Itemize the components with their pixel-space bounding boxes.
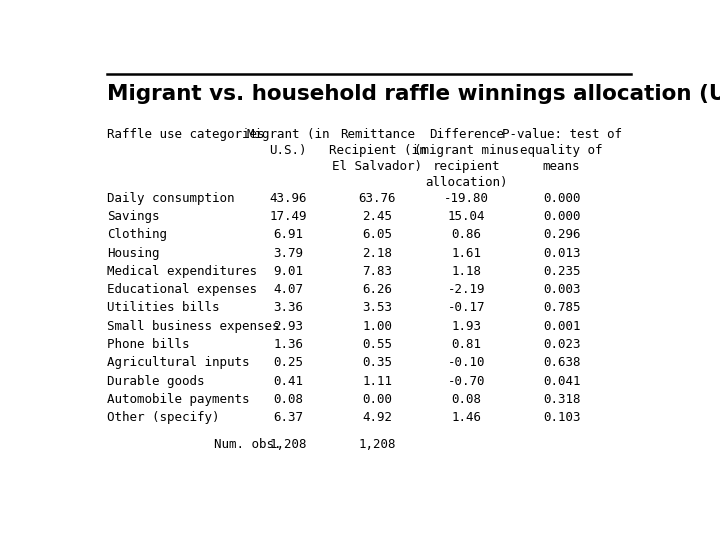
Text: 7.83: 7.83: [362, 265, 392, 278]
Text: 0.00: 0.00: [362, 393, 392, 406]
Text: 1.46: 1.46: [451, 411, 482, 424]
Text: Phone bills: Phone bills: [107, 338, 189, 351]
Text: 6.26: 6.26: [362, 283, 392, 296]
Text: 0.35: 0.35: [362, 356, 392, 369]
Text: 2.18: 2.18: [362, 246, 392, 260]
Text: 0.08: 0.08: [451, 393, 482, 406]
Text: 1.11: 1.11: [362, 375, 392, 388]
Text: 43.96: 43.96: [269, 192, 307, 205]
Text: 4.92: 4.92: [362, 411, 392, 424]
Text: 2.45: 2.45: [362, 210, 392, 223]
Text: 9.01: 9.01: [273, 265, 303, 278]
Text: 0.55: 0.55: [362, 338, 392, 351]
Text: Savings: Savings: [107, 210, 159, 223]
Text: Daily consumption: Daily consumption: [107, 192, 234, 205]
Text: 6.05: 6.05: [362, 228, 392, 241]
Text: 1.00: 1.00: [362, 320, 392, 333]
Text: Raffle use categories: Raffle use categories: [107, 128, 264, 141]
Text: Educational expenses: Educational expenses: [107, 283, 257, 296]
Text: Num. obs.: Num. obs.: [214, 438, 282, 451]
Text: 0.318: 0.318: [543, 393, 580, 406]
Text: 0.013: 0.013: [543, 246, 580, 260]
Text: 0.000: 0.000: [543, 210, 580, 223]
Text: Medical expenditures: Medical expenditures: [107, 265, 257, 278]
Text: 0.103: 0.103: [543, 411, 580, 424]
Text: 0.25: 0.25: [273, 356, 303, 369]
Text: 1,208: 1,208: [359, 438, 396, 451]
Text: Migrant vs. household raffle winnings allocation (US$): Migrant vs. household raffle winnings al…: [107, 84, 720, 104]
Text: 0.08: 0.08: [273, 393, 303, 406]
Text: 63.76: 63.76: [359, 192, 396, 205]
Text: 0.296: 0.296: [543, 228, 580, 241]
Text: 0.023: 0.023: [543, 338, 580, 351]
Text: 0.235: 0.235: [543, 265, 580, 278]
Text: -0.70: -0.70: [448, 375, 485, 388]
Text: 0.81: 0.81: [451, 338, 482, 351]
Text: 1.61: 1.61: [451, 246, 482, 260]
Text: 1.18: 1.18: [451, 265, 482, 278]
Text: Automobile payments: Automobile payments: [107, 393, 249, 406]
Text: Difference
(migrant minus
recipient
allocation): Difference (migrant minus recipient allo…: [414, 128, 519, 189]
Text: 0.000: 0.000: [543, 192, 580, 205]
Text: -2.19: -2.19: [448, 283, 485, 296]
Text: -0.10: -0.10: [448, 356, 485, 369]
Text: 17.49: 17.49: [269, 210, 307, 223]
Text: Durable goods: Durable goods: [107, 375, 204, 388]
Text: 15.04: 15.04: [448, 210, 485, 223]
Text: Housing: Housing: [107, 246, 159, 260]
Text: 0.785: 0.785: [543, 301, 580, 314]
Text: Clothing: Clothing: [107, 228, 167, 241]
Text: 0.001: 0.001: [543, 320, 580, 333]
Text: 0.041: 0.041: [543, 375, 580, 388]
Text: 1.93: 1.93: [451, 320, 482, 333]
Text: Utilities bills: Utilities bills: [107, 301, 220, 314]
Text: 6.91: 6.91: [273, 228, 303, 241]
Text: 0.41: 0.41: [273, 375, 303, 388]
Text: 0.003: 0.003: [543, 283, 580, 296]
Text: 4.07: 4.07: [273, 283, 303, 296]
Text: Agricultural inputs: Agricultural inputs: [107, 356, 249, 369]
Text: 2.93: 2.93: [273, 320, 303, 333]
Text: 1.36: 1.36: [273, 338, 303, 351]
Text: 1,208: 1,208: [269, 438, 307, 451]
Text: 6.37: 6.37: [273, 411, 303, 424]
Text: 0.638: 0.638: [543, 356, 580, 369]
Text: Small business expenses: Small business expenses: [107, 320, 279, 333]
Text: P-value: test of
equality of
means: P-value: test of equality of means: [502, 128, 621, 173]
Text: 3.36: 3.36: [273, 301, 303, 314]
Text: Remittance
Recipient (in
El Salvador): Remittance Recipient (in El Salvador): [328, 128, 426, 173]
Text: 3.79: 3.79: [273, 246, 303, 260]
Text: 0.86: 0.86: [451, 228, 482, 241]
Text: Other (specify): Other (specify): [107, 411, 220, 424]
Text: 3.53: 3.53: [362, 301, 392, 314]
Text: -19.80: -19.80: [444, 192, 489, 205]
Text: -0.17: -0.17: [448, 301, 485, 314]
Text: Migrant (in
U.S.): Migrant (in U.S.): [247, 128, 329, 157]
